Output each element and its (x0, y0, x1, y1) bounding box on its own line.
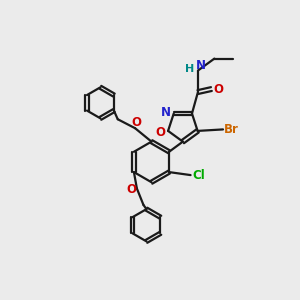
Text: O: O (213, 82, 223, 96)
Text: H: H (185, 64, 194, 74)
Text: Cl: Cl (193, 169, 205, 182)
Text: N: N (196, 59, 206, 72)
Text: O: O (131, 116, 141, 129)
Text: N: N (161, 106, 171, 118)
Text: O: O (156, 126, 166, 139)
Text: O: O (126, 183, 136, 196)
Text: Br: Br (224, 123, 239, 136)
